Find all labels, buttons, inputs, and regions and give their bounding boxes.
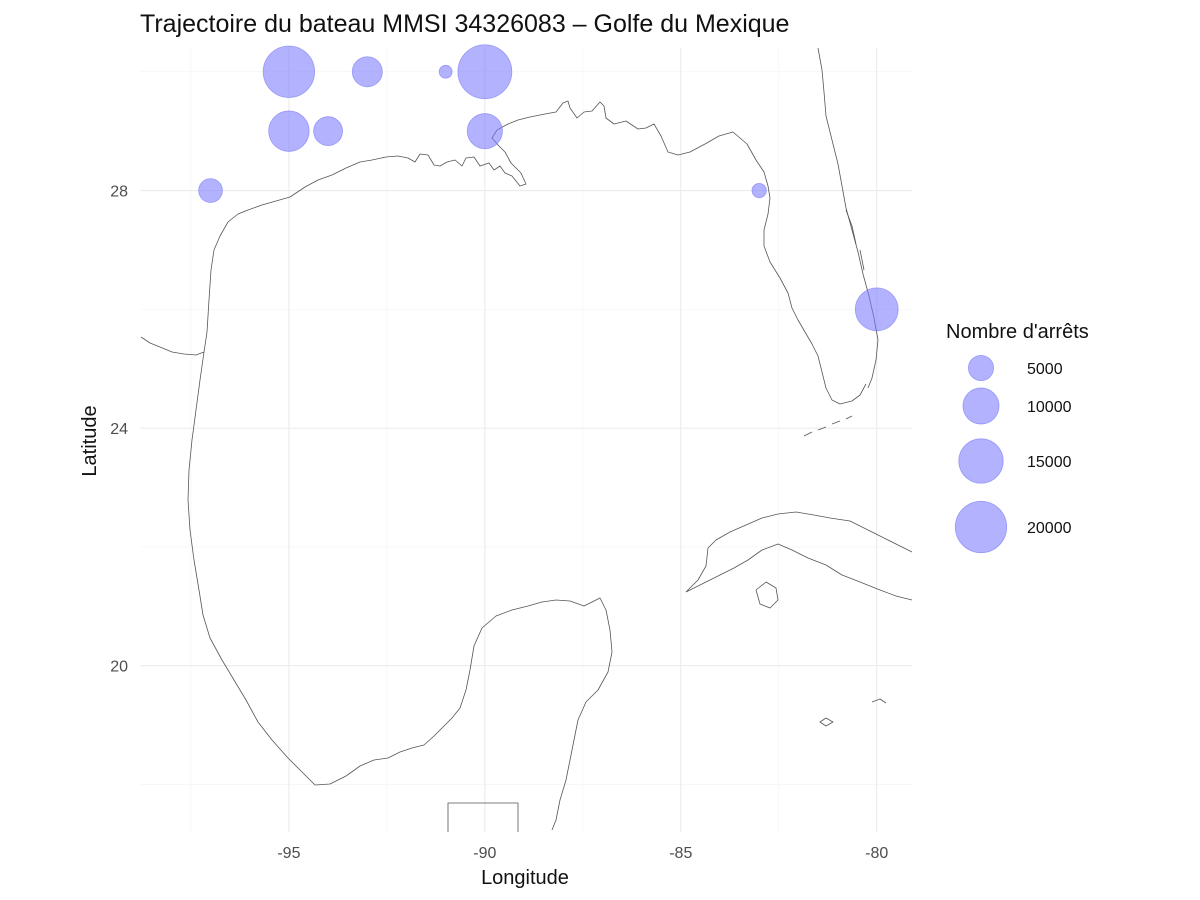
coastline-florida-keys	[803, 415, 853, 437]
bubble-point	[466, 113, 503, 150]
y-axis-title: Latitude	[79, 405, 101, 476]
y-tick-label: 20	[110, 659, 128, 676]
x-tick-label: -85	[669, 845, 692, 862]
grid-major	[140, 48, 912, 832]
coastline-small-islands	[819, 698, 887, 727]
bubble-point	[854, 287, 899, 332]
coastline-central-america	[447, 802, 519, 832]
bubble-point	[262, 45, 316, 98]
bubbles	[198, 44, 899, 332]
chart-title: Trajectoire du bateau MMSI 34326083 – Go…	[140, 10, 789, 38]
bubble-point	[351, 56, 383, 88]
bubble-point	[313, 116, 343, 147]
coastline-gulf-north	[140, 100, 867, 405]
legend-entry-label: 15000	[1027, 454, 1072, 471]
coastline-map	[140, 47, 913, 832]
legend-entry-label: 20000	[1027, 520, 1072, 537]
legend-entry-label: 10000	[1027, 399, 1072, 416]
coastline-florida-lagoons	[845, 209, 865, 271]
legend-key-circle	[958, 438, 1004, 484]
y-tick-label: 28	[110, 184, 128, 201]
x-tick-label: -80	[865, 845, 888, 862]
bubble-point	[751, 182, 767, 199]
y-tick-label: 24	[110, 421, 128, 438]
legend-key-circle	[967, 354, 995, 382]
legend: Nombre d'arrêts 5000 10000 15000 20000	[946, 321, 1089, 554]
legend-key-circle	[962, 387, 1000, 425]
grid-minor	[140, 48, 912, 832]
bubble-point	[457, 44, 513, 100]
coastline-cuba	[685, 511, 913, 601]
legend-key-circle	[954, 500, 1008, 554]
bubble-point	[438, 64, 453, 79]
legend-title: Nombre d'arrêts	[946, 321, 1089, 343]
x-tick-label: -95	[277, 845, 300, 862]
coastline-isla-juventud	[755, 581, 779, 609]
x-axis-title: Longitude	[481, 867, 569, 889]
bubble-point	[198, 178, 223, 203]
x-tick-label: -90	[473, 845, 496, 862]
bubble-point	[268, 110, 310, 152]
coastline-gulf-west	[187, 351, 613, 831]
axes: -95 -90 -85 -80 20 24 28	[110, 184, 888, 862]
coastline-florida-atlantic	[817, 47, 879, 389]
legend-entry-label: 5000	[1027, 361, 1063, 378]
